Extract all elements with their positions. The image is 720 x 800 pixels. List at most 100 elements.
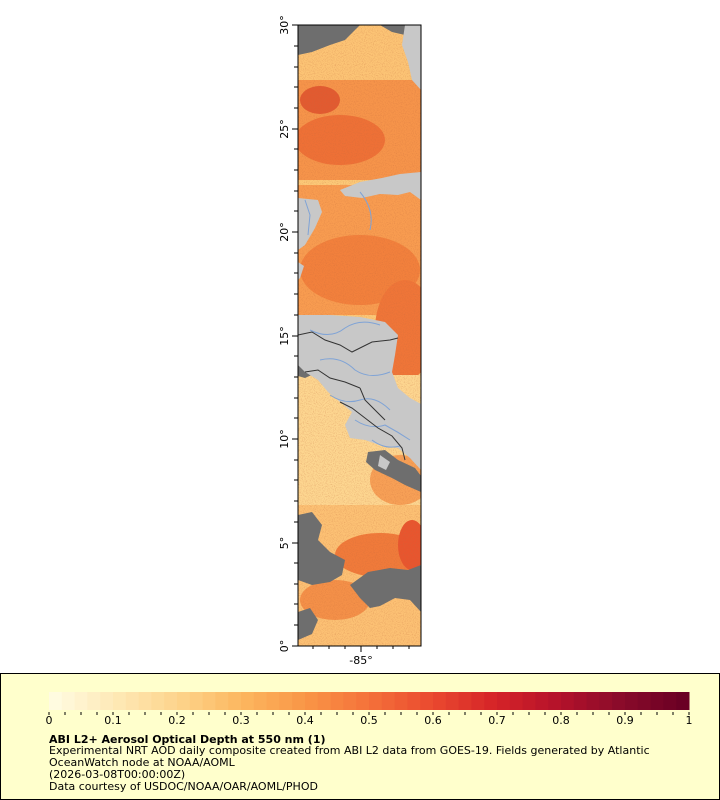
colorbar-swatch <box>202 692 216 710</box>
colorbar-swatch <box>125 692 140 710</box>
colorbar-swatch <box>445 692 460 710</box>
colorbar-swatch <box>215 692 229 710</box>
colorbar: 0 0.1 0.2 0.3 0.4 0.5 0.6 0.7 0.8 0.9 1 <box>46 692 693 727</box>
river-line <box>319 358 391 376</box>
colorbar-swatch <box>625 692 639 710</box>
colorbar-swatch <box>356 692 370 710</box>
lat-tick-label: 30° <box>278 15 291 35</box>
colorbar-tick-label: 0.3 <box>232 714 250 727</box>
river-line <box>359 191 372 231</box>
colorbar-swatch <box>164 692 178 710</box>
country-borders <box>297 331 406 461</box>
border-line <box>339 401 406 461</box>
colorbar-swatch <box>676 692 690 710</box>
colorbar-swatch <box>433 692 447 710</box>
colorbar-tick-label: 0.2 <box>168 714 186 727</box>
colorbar-swatch <box>561 692 575 710</box>
map-figure: 0° 5° 10° 15° 20° 25° 30° -85° <box>278 15 422 667</box>
colorbar-swatch <box>612 692 626 710</box>
land-west-20n <box>298 198 322 250</box>
river-line <box>309 321 381 335</box>
lat-tick-label: 20° <box>278 222 291 242</box>
lat-minor-ticks <box>294 45 298 626</box>
colorbar-swatch <box>241 692 255 710</box>
colorbar-tick-label: 0 <box>46 714 53 727</box>
colorbar-ticks: 0 0.1 0.2 0.3 0.4 0.5 0.6 0.7 0.8 0.9 1 <box>46 712 693 727</box>
colorbar-swatch <box>369 692 383 710</box>
colorbar-swatch <box>548 692 562 710</box>
caption-credit: Data courtesy of USDOC/NOAA/OAR/AOML/PHO… <box>49 780 318 793</box>
colorbar-swatch <box>61 692 76 710</box>
land-central-america <box>298 315 421 470</box>
no-data-north <box>298 25 360 55</box>
colorbar-swatch <box>228 692 242 710</box>
colorbar-swatch <box>471 692 485 710</box>
rivers <box>304 191 411 448</box>
colorbar-swatch <box>74 692 88 710</box>
colorbar-tick-label: 0.9 <box>616 714 634 727</box>
colorbar-swatch <box>292 692 306 710</box>
colorbar-swatch <box>650 692 664 710</box>
colorbar-swatch <box>189 692 204 710</box>
river-line <box>329 394 391 411</box>
colorbar-swatch <box>420 692 434 710</box>
land-northeast <box>402 25 421 90</box>
colorbar-swatch <box>49 692 63 710</box>
lat-tick-label: 15° <box>278 326 291 346</box>
colorbar-swatch <box>317 692 332 710</box>
colorbar-swatch <box>586 692 600 710</box>
lat-tick-label: 0° <box>278 640 291 653</box>
colorbar-swatch <box>599 692 613 710</box>
colorbar-swatch <box>266 692 280 710</box>
colorbar-swatch <box>305 692 319 710</box>
colorbar-tick-label: 0.6 <box>424 714 442 727</box>
colorbar-swatch <box>407 692 421 710</box>
river-line <box>371 439 401 448</box>
colorbar-swatch <box>573 692 588 710</box>
caption-description: Experimental NRT AOD daily composite cre… <box>49 744 650 769</box>
colorbar-swatch <box>100 692 114 710</box>
caption-date: (2026-03-08T00:00:00Z) <box>49 768 186 781</box>
legend-panel: 0 0.1 0.2 0.3 0.4 0.5 0.6 0.7 0.8 0.9 1 ABI L2+ Ae… <box>0 673 720 800</box>
colorbar-swatch <box>637 692 652 710</box>
lat-tick-label: 5° <box>278 537 291 550</box>
plot-area <box>298 25 421 646</box>
colorbar-swatch <box>458 692 472 710</box>
border-line <box>297 331 399 353</box>
river-line <box>304 199 311 236</box>
colorbar-swatch <box>113 692 127 710</box>
lat-tick-label: 10° <box>278 429 291 449</box>
colorbar-swatch <box>509 692 524 710</box>
colorbar-swatch <box>663 692 677 710</box>
river-line <box>354 419 411 441</box>
colorbar-tick-label: 0.8 <box>552 714 570 727</box>
lat-tick-label: 25° <box>278 119 291 139</box>
colorbar-tick-label: 0.5 <box>360 714 378 727</box>
colorbar-swatch <box>87 692 101 710</box>
colorbar-tick-label: 1 <box>686 714 693 727</box>
colorbar-swatch <box>497 692 511 710</box>
colorbar-swatch <box>138 692 152 710</box>
colorbar-swatch <box>253 692 268 710</box>
colorbar-swatch <box>279 692 293 710</box>
colorbar-tick-label: 0.1 <box>104 714 122 727</box>
colorbar-swatch <box>535 692 549 710</box>
no-data-south-2 <box>298 608 318 640</box>
border-line <box>304 369 361 389</box>
colorbar-tick-label: 0.4 <box>296 714 314 727</box>
colorbar-swatch <box>343 692 357 710</box>
colorbar-swatch <box>177 692 191 710</box>
caption-title: ABI L2+ Aerosol Optical Depth at 550 nm … <box>49 733 326 746</box>
colorbar-swatch <box>394 692 408 710</box>
no-data-south <box>350 565 421 612</box>
colorbar-swatches <box>49 692 690 710</box>
colorbar-swatch <box>330 692 344 710</box>
no-data-south-west <box>298 512 345 585</box>
colorbar-tick-label: 0.7 <box>488 714 506 727</box>
land-islands-11n <box>378 455 390 470</box>
lat-axis: 0° 5° 10° 15° 20° 25° 30° <box>278 15 298 652</box>
border-line <box>359 387 386 421</box>
colorbar-swatch <box>381 692 396 710</box>
lon-tick-label: -85° <box>349 654 372 667</box>
colorbar-swatch <box>151 692 165 710</box>
